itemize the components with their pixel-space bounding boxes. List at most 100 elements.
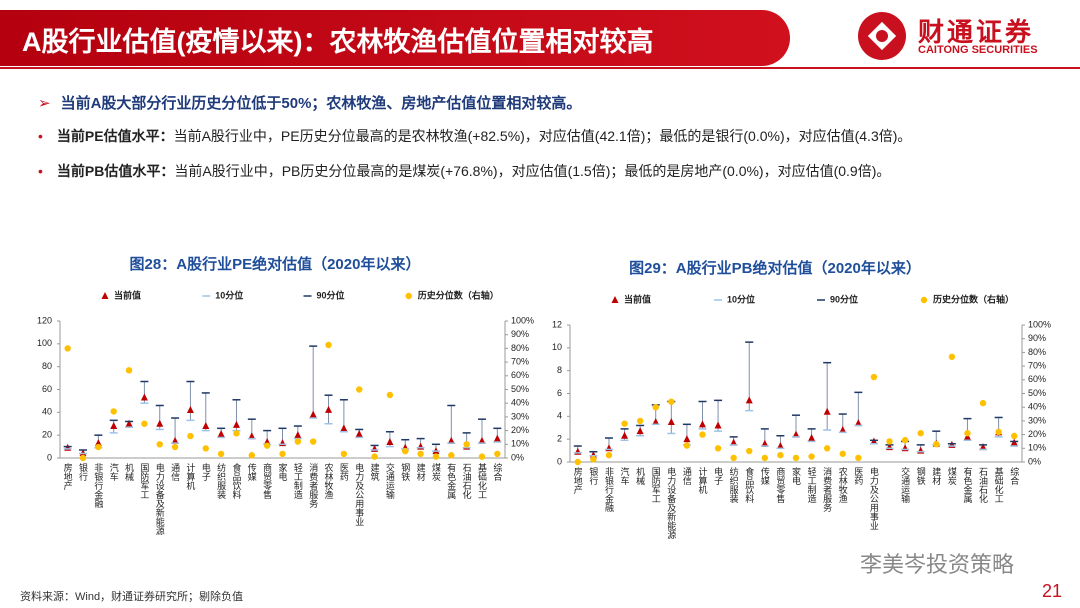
percentile-dot — [187, 432, 194, 440]
percentile-dot — [886, 438, 893, 445]
percentile-dot — [141, 420, 148, 427]
current-marker — [248, 432, 256, 440]
current-marker — [186, 406, 194, 414]
current-marker — [340, 424, 348, 432]
percentile-dot — [901, 436, 909, 444]
legend-label: 历史分位数（右轴） — [418, 289, 499, 300]
bullet: ➢ 当前A股大部分行业历史分位低于50%；农林牧渔、房地产估值位置相对较高。 — [38, 95, 582, 112]
percentile-dot — [233, 430, 240, 437]
logo-cn: 财通证券 — [918, 17, 1035, 47]
bullet-text: 当前A股大部分行业历史分位低于50%；农林牧渔、房地产估值位置相对较高。 — [60, 95, 582, 112]
y-tick-label: 60 — [42, 384, 52, 394]
y2-tick-label: 30% — [511, 411, 529, 421]
y2-tick-label: 10% — [511, 439, 529, 449]
bullet-text: 当前A股行业中，PB历史分位最高的是煤炭(+76.8%)，对应估值(1.5倍)；… — [174, 163, 891, 179]
x-tick-label: 家电 — [791, 466, 801, 485]
y2-tick-label: 20% — [1028, 429, 1046, 439]
page-number: 21 — [1042, 581, 1063, 601]
percentile-dot — [79, 454, 87, 462]
y2-tick-label: 90% — [1028, 333, 1046, 343]
bullet-label: 当前PE估值水平： — [56, 128, 174, 144]
current-marker — [110, 422, 118, 430]
current-marker — [478, 436, 486, 444]
current-marker — [698, 420, 706, 428]
percentile-dot — [979, 399, 987, 407]
percentile-dot — [746, 447, 753, 455]
current-marker — [125, 419, 133, 427]
y2-tick-label: 40% — [511, 398, 529, 408]
percentile-dot — [621, 420, 628, 427]
x-tick-label: 医药 — [339, 463, 349, 482]
current-marker — [683, 435, 691, 443]
y-tick-label: 2 — [557, 434, 562, 444]
percentile-dot — [808, 453, 815, 460]
percentile-dot — [125, 367, 133, 374]
percentile-dot — [792, 454, 800, 462]
x-tick-label: 电力设备及新能源 — [666, 466, 676, 540]
current-marker — [621, 431, 629, 439]
y-tick-label: 80 — [42, 361, 52, 371]
percentile-dot — [263, 442, 271, 449]
current-marker — [309, 410, 317, 418]
percentile-dot — [964, 430, 971, 437]
current-marker — [808, 434, 816, 442]
y-tick-label: 120 — [37, 315, 52, 325]
current-marker — [605, 444, 613, 452]
x-tick-label: 轻工制造 — [807, 466, 817, 504]
x-tick-label: 银行 — [78, 462, 88, 482]
y2-tick-label: 20% — [511, 425, 529, 435]
y-tick-label: 8 — [557, 365, 562, 375]
percentile-dot — [870, 373, 878, 381]
legend-swatch — [405, 292, 412, 300]
percentile-dot — [95, 443, 102, 451]
header-rule — [0, 67, 1080, 69]
legend-label: 90分位 — [830, 293, 858, 304]
x-tick-label: 消费者服务 — [308, 462, 318, 509]
legend-swatch — [920, 296, 928, 304]
y2-tick-label: 0% — [1028, 456, 1041, 466]
x-tick-label: 电力及公用事业 — [869, 466, 879, 530]
y2-tick-label: 50% — [1028, 388, 1046, 398]
current-marker — [792, 430, 800, 438]
percentile-dot — [839, 450, 846, 457]
current-marker — [714, 421, 722, 429]
y-tick-label: 0 — [557, 456, 562, 466]
percentile-dot — [356, 386, 363, 393]
x-tick-label: 电子 — [201, 462, 211, 481]
watermark: 李美岑投资策略 — [860, 552, 1015, 577]
x-tick-label: 计算机 — [697, 466, 707, 495]
y2-tick-label: 60% — [1028, 374, 1046, 384]
y-tick-label: 100 — [37, 338, 52, 348]
current-marker — [171, 436, 179, 444]
legend-label: 当前值 — [114, 289, 141, 300]
header: A股行业估值(疫情以来)：农林牧渔估值位置相对较高 财通证券 CAITONG S… — [0, 0, 1080, 69]
current-marker — [294, 431, 302, 439]
logo-en: CAITONG SECURITIES — [918, 44, 1038, 56]
percentile-dot — [948, 353, 956, 360]
current-marker — [355, 430, 363, 438]
x-tick-label: 电力及公用事业 — [354, 462, 364, 526]
x-tick-label: 纺织服装 — [216, 462, 226, 500]
current-marker — [761, 439, 769, 447]
x-tick-label: 食品饮料 — [744, 466, 754, 504]
logo-icon — [858, 12, 906, 60]
legend-label: 10分位 — [727, 293, 755, 304]
current-marker — [140, 393, 148, 401]
current-marker — [574, 447, 582, 455]
y2-tick-label: 80% — [1028, 347, 1046, 357]
legend-label: 90分位 — [317, 289, 345, 300]
bullet-label: 当前PB估值水平： — [56, 163, 175, 179]
x-tick-label: 医药 — [853, 467, 863, 486]
x-tick-label: 通信 — [170, 463, 180, 482]
percentile-dot — [478, 453, 486, 460]
percentile-dot — [652, 404, 659, 411]
current-marker — [745, 396, 753, 404]
current-marker — [854, 419, 862, 427]
x-tick-label: 钢铁 — [916, 466, 926, 486]
x-tick-label: 煤炭 — [431, 462, 441, 482]
legend-label: 当前值 — [624, 293, 651, 304]
y-tick-label: 10 — [552, 342, 562, 352]
x-tick-label: 煤炭 — [947, 466, 957, 486]
y-tick-label: 6 — [557, 388, 562, 398]
